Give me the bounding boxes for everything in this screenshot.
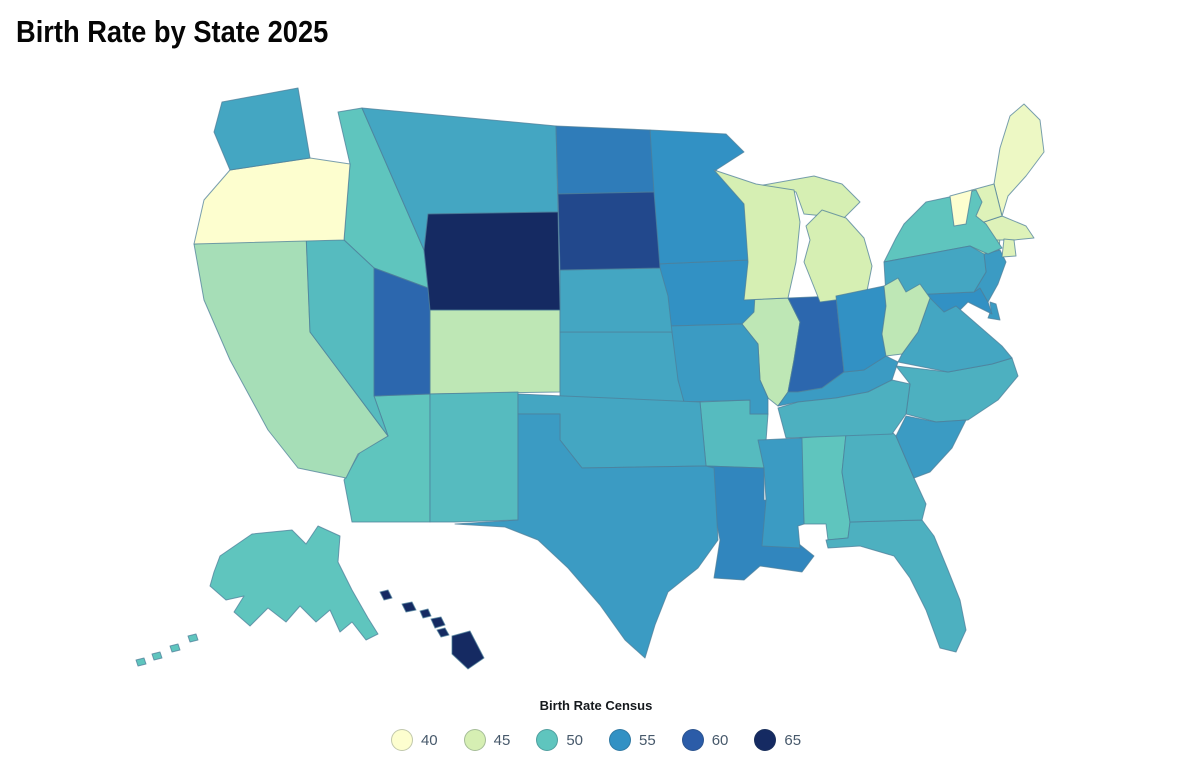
- legend: Birth Rate Census 40 45 50 55 60 65: [0, 698, 1192, 751]
- state-vermont[interactable]: Vermont: 40: [949, 189, 973, 227]
- state-florida[interactable]: Florida: 52: [825, 519, 967, 653]
- state-utah[interactable]: Utah: 59: [373, 267, 431, 397]
- legend-swatch: [536, 729, 559, 751]
- legend-title: Birth Rate Census: [539, 698, 653, 713]
- state-mississippi[interactable]: Mississippi: 54: [757, 437, 805, 549]
- legend-item-55: 55: [609, 729, 656, 751]
- state-texas[interactable]: Texas: 54: [454, 413, 719, 659]
- state-rhode-island[interactable]: Rhode Island: 44: [1001, 238, 1017, 258]
- legend-value-label: 65: [784, 731, 802, 749]
- legend-items: 40 45 50 55 60 65: [0, 729, 1192, 751]
- state-tennessee[interactable]: Tennessee: 52: [777, 379, 911, 439]
- legend-swatch: [609, 729, 631, 751]
- state-delaware[interactable]: Delaware: 54: [987, 301, 1001, 321]
- state-north-dakota[interactable]: North Dakota: 57: [555, 125, 655, 195]
- state-hawaii[interactable]: Hawaii: 65: [401, 601, 417, 613]
- legend-item-60: 60: [681, 729, 729, 751]
- state-nebraska[interactable]: Nebraska: 53: [559, 267, 673, 333]
- legend-item-65: 65: [754, 729, 801, 751]
- legend-swatch: [390, 729, 413, 751]
- state-wyoming[interactable]: Wyoming: 65: [423, 211, 561, 311]
- state-michigan[interactable]: Michigan: 45: [803, 209, 873, 303]
- legend-item-45: 45: [463, 729, 511, 751]
- state-hawaii[interactable]: Hawaii: 65: [430, 616, 446, 629]
- state-alaska[interactable]: Alaska: 50: [187, 633, 199, 643]
- legend-item-40: 40: [390, 729, 438, 751]
- state-washington[interactable]: Washington: 53: [213, 87, 311, 171]
- state-ohio[interactable]: Ohio: 55: [835, 285, 887, 373]
- state-alaska[interactable]: Alaska: 50: [209, 525, 379, 641]
- state-minnesota[interactable]: Minnesota: 55: [649, 129, 749, 265]
- state-kansas[interactable]: Kansas: 53: [559, 331, 685, 405]
- legend-value-label: 60: [711, 731, 729, 749]
- legend-swatch: [463, 729, 486, 751]
- state-west-virginia[interactable]: West Virginia: 46: [881, 277, 931, 357]
- legend-swatch: [681, 729, 704, 751]
- state-alaska[interactable]: Alaska: 50: [151, 651, 163, 661]
- state-missouri[interactable]: Missouri: 54: [669, 323, 769, 415]
- state-georgia[interactable]: Georgia: 52: [841, 431, 927, 523]
- state-iowa[interactable]: Iowa: 55: [655, 259, 757, 327]
- state-south-dakota[interactable]: South Dakota: 62: [557, 191, 661, 271]
- state-hawaii[interactable]: Hawaii: 65: [379, 589, 393, 601]
- state-hawaii[interactable]: Hawaii: 65: [436, 627, 450, 638]
- state-alaska[interactable]: Alaska: 50: [135, 657, 147, 667]
- state-colorado[interactable]: Colorado: 46: [429, 309, 561, 395]
- state-louisiana[interactable]: Louisiana: 56: [705, 465, 815, 581]
- state-maine[interactable]: Maine: 42: [993, 103, 1045, 217]
- state-oregon[interactable]: Oregon: 40: [193, 157, 351, 245]
- legend-value-label: 45: [493, 731, 511, 749]
- state-alabama[interactable]: Alabama: 50: [799, 433, 851, 541]
- state-michigan[interactable]: Michigan: 45: [757, 175, 861, 219]
- state-alaska[interactable]: Alaska: 50: [169, 643, 181, 653]
- legend-value-label: 50: [566, 731, 583, 749]
- state-hawaii[interactable]: Hawaii: 65: [451, 630, 485, 670]
- page-title: Birth Rate by State 2025: [16, 14, 329, 49]
- legend-value-label: 40: [420, 731, 438, 749]
- state-new-mexico[interactable]: New Mexico: 51: [429, 391, 519, 523]
- state-south-carolina[interactable]: South Carolina: 54: [895, 415, 967, 479]
- legend-swatch: [754, 729, 777, 751]
- state-new-york[interactable]: New York: 50: [883, 189, 1003, 263]
- legend-value-label: 55: [639, 731, 656, 749]
- legend-item-50: 50: [536, 729, 583, 751]
- state-wisconsin[interactable]: Wisconsin: 45: [713, 169, 801, 301]
- state-hawaii[interactable]: Hawaii: 65: [419, 608, 432, 619]
